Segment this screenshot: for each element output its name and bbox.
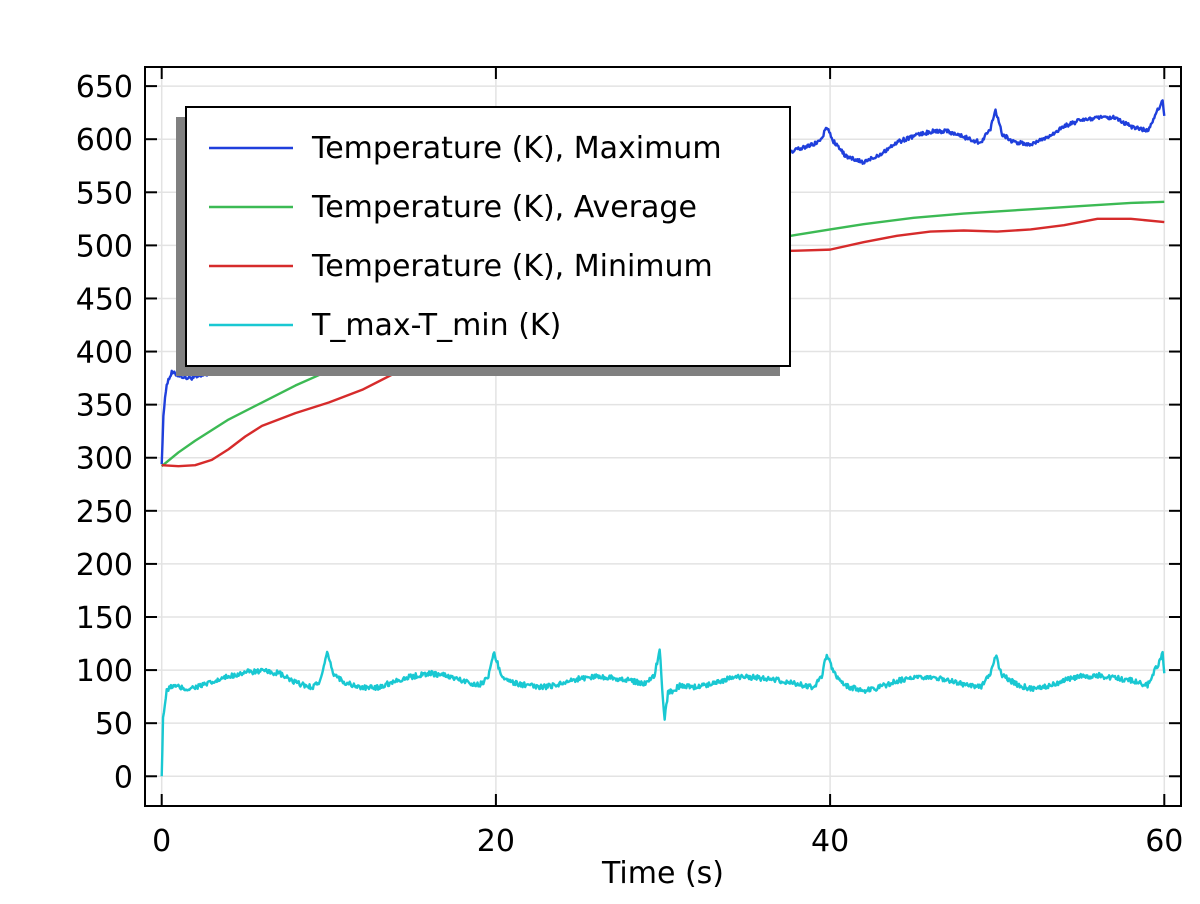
x-tick-label: 20 <box>477 824 515 859</box>
y-tick-label: 350 <box>76 389 133 424</box>
legend: Temperature (K), Maximum Temperature (K),… <box>176 106 791 376</box>
y-tick-label: 200 <box>76 548 133 583</box>
legend-box <box>185 106 791 367</box>
y-tick-label: 0 <box>114 760 133 795</box>
legend-label: Temperature (K), Minimum <box>311 249 713 284</box>
legend-label: Temperature (K), Average <box>311 190 697 225</box>
x-tick-label: 60 <box>1145 824 1183 859</box>
y-tick-label: 250 <box>76 495 133 530</box>
y-tick-label: 650 <box>76 70 133 105</box>
y-tick-label: 50 <box>95 707 133 742</box>
x-tick-label: 0 <box>152 824 171 859</box>
plot-frame <box>144 66 1182 807</box>
axis-ticks: 0 20 40 60050100150200250300350400450500550… <box>76 67 1183 859</box>
series-line-3 <box>160 648 1166 777</box>
y-tick-label: 150 <box>76 601 133 636</box>
y-tick-label: 300 <box>76 442 133 477</box>
y-tick-label: 550 <box>76 176 133 211</box>
y-tick-label: 400 <box>76 336 133 371</box>
y-tick-label: 100 <box>76 654 133 689</box>
y-tick-label: 600 <box>76 123 133 158</box>
legend-label: T_max-T_min (K) <box>311 308 561 343</box>
x-tick-label: 40 <box>811 824 849 859</box>
y-tick-label: 450 <box>76 282 133 317</box>
legend-label: Temperature (K), Maximum <box>311 131 722 166</box>
legend-entries: Temperature (K), Maximum Temperature (K),… <box>209 131 722 343</box>
y-tick-label: 500 <box>76 229 133 264</box>
x-axis-label: Time (s) <box>601 856 724 891</box>
